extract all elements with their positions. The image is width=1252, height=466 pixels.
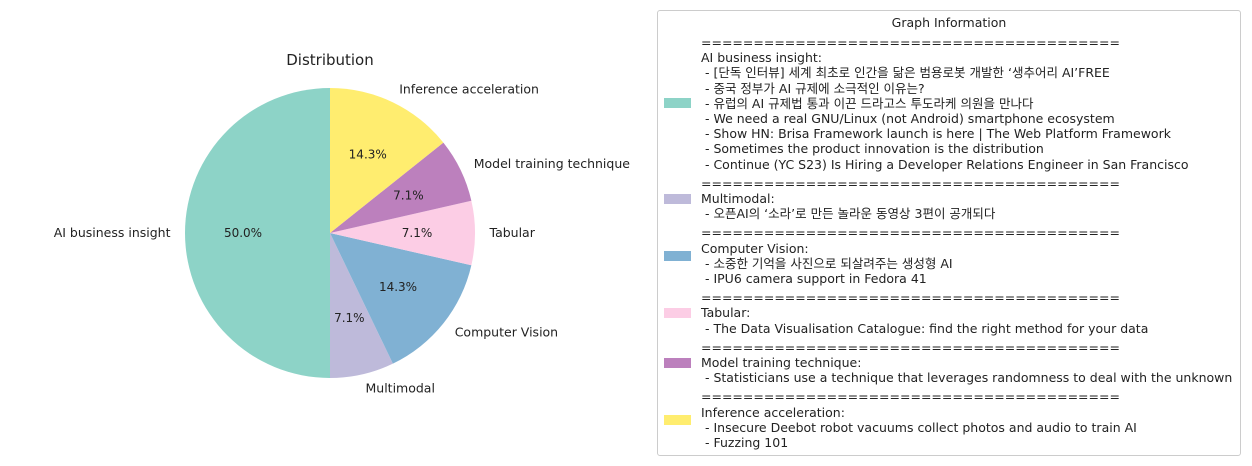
legend-swatch — [664, 98, 691, 109]
legend-separator: ======================================== — [701, 339, 1120, 355]
legend-item: - Fuzzing 101 — [701, 435, 789, 450]
legend-item: - The Data Visualisation Catalogue: find… — [701, 320, 1149, 336]
legend-swatch — [664, 414, 691, 425]
legend-group-name: Model training technique: — [701, 355, 862, 370]
pie-slice-inference-acceleration — [330, 88, 444, 233]
legend-swatch — [664, 250, 691, 261]
legend-item: - 오픈AI의 ‘소라’로 만든 놀라운 동영상 3편이 공개되다 — [701, 206, 996, 222]
legend-swatch — [664, 193, 691, 204]
legend-item: - 중국 정부가 AI 규제에 소극적인 이유는? — [701, 80, 925, 96]
legend-separator: ======================================== — [701, 35, 1120, 50]
legend-entry-text: ========================================… — [701, 35, 1189, 172]
legend-item: - Statisticians use a technique that lev… — [701, 370, 1233, 386]
pie-category-label: Computer Vision — [455, 324, 558, 339]
pie-slice-multimodal — [330, 233, 393, 378]
legend-item: - 소중한 기억을 사진으로 되살려주는 생성형 AI — [701, 255, 953, 271]
legend-separator: ======================================== — [701, 389, 1120, 405]
pie-chart: Distribution 50.0% AI business insight 7.1… — [54, 51, 631, 396]
legend-swatch — [664, 307, 691, 318]
legend-item: - Insecure Deebot robot vacuums collect … — [701, 419, 1137, 435]
pie-percent-label: 50.0% — [224, 226, 262, 240]
legend-group-name: Tabular: — [701, 305, 751, 321]
pie-percent-label: 14.3% — [349, 148, 387, 162]
chart-title: Distribution — [286, 51, 374, 69]
legend-separator: ======================================== — [701, 290, 1120, 306]
pie-slice-computer-vision — [330, 233, 472, 364]
legend-item: - Show HN: Brisa Framework launch is her… — [701, 126, 1171, 142]
legend-group-name: Inference acceleration: — [701, 404, 845, 420]
legend-item: - Sometimes the product innovation is th… — [701, 141, 1044, 157]
pie-slice-ai-business-insight — [185, 88, 330, 378]
legend-separator: ======================================== — [701, 225, 1120, 241]
legend-group-name: Computer Vision: — [701, 240, 809, 256]
legend-entry-text: ========================================… — [701, 176, 1120, 222]
legend-entry-text: ========================================… — [701, 340, 1232, 386]
legend-swatch — [664, 357, 691, 368]
legend-title: Graph Information — [891, 15, 1007, 30]
legend: Graph Information ======================… — [657, 10, 1241, 456]
pie-category-label: AI business insight — [54, 225, 171, 240]
legend-separator: ======================================== — [701, 175, 1120, 191]
pie-category-label: Multimodal — [365, 381, 434, 396]
pie-slice-model-training-technique — [330, 142, 472, 233]
legend-item: - Continue (YC S23) Is Hiring a Develope… — [701, 156, 1189, 172]
legend-group-name: AI business insight: — [701, 50, 823, 66]
legend-group-name: Multimodal: — [701, 191, 775, 206]
legend-item: - We need a real GNU/Linux (not Android)… — [701, 111, 1115, 127]
legend-item: - IPU6 camera support in Fedora 41 — [701, 271, 927, 286]
pie-category-label: Tabular — [489, 225, 536, 240]
pie-percent-label: 7.1% — [393, 188, 424, 202]
pie-percent-label: 7.1% — [334, 311, 365, 325]
legend-item: - 유럽의 AI 규제법 통과 이끈 드라고스 투도라케 의원을 만나다 — [701, 95, 1034, 111]
pie-slice-tabular — [330, 200, 475, 266]
legend-item: - [단독 인터뷰] 세계 최초로 인간을 닮은 범용로봇 개발한 ‘생추어리 … — [701, 65, 1110, 81]
legend-entry-text: ========================================… — [701, 290, 1148, 336]
pie-category-label: Inference acceleration — [399, 81, 539, 96]
pie-percent-label: 14.3% — [379, 280, 417, 294]
pie-percent-label: 7.1% — [402, 226, 433, 240]
legend-entry-text: ========================================… — [701, 225, 1120, 286]
legend-entry-text: ========================================… — [701, 389, 1137, 450]
pie-category-label: Model training technique — [474, 156, 631, 171]
